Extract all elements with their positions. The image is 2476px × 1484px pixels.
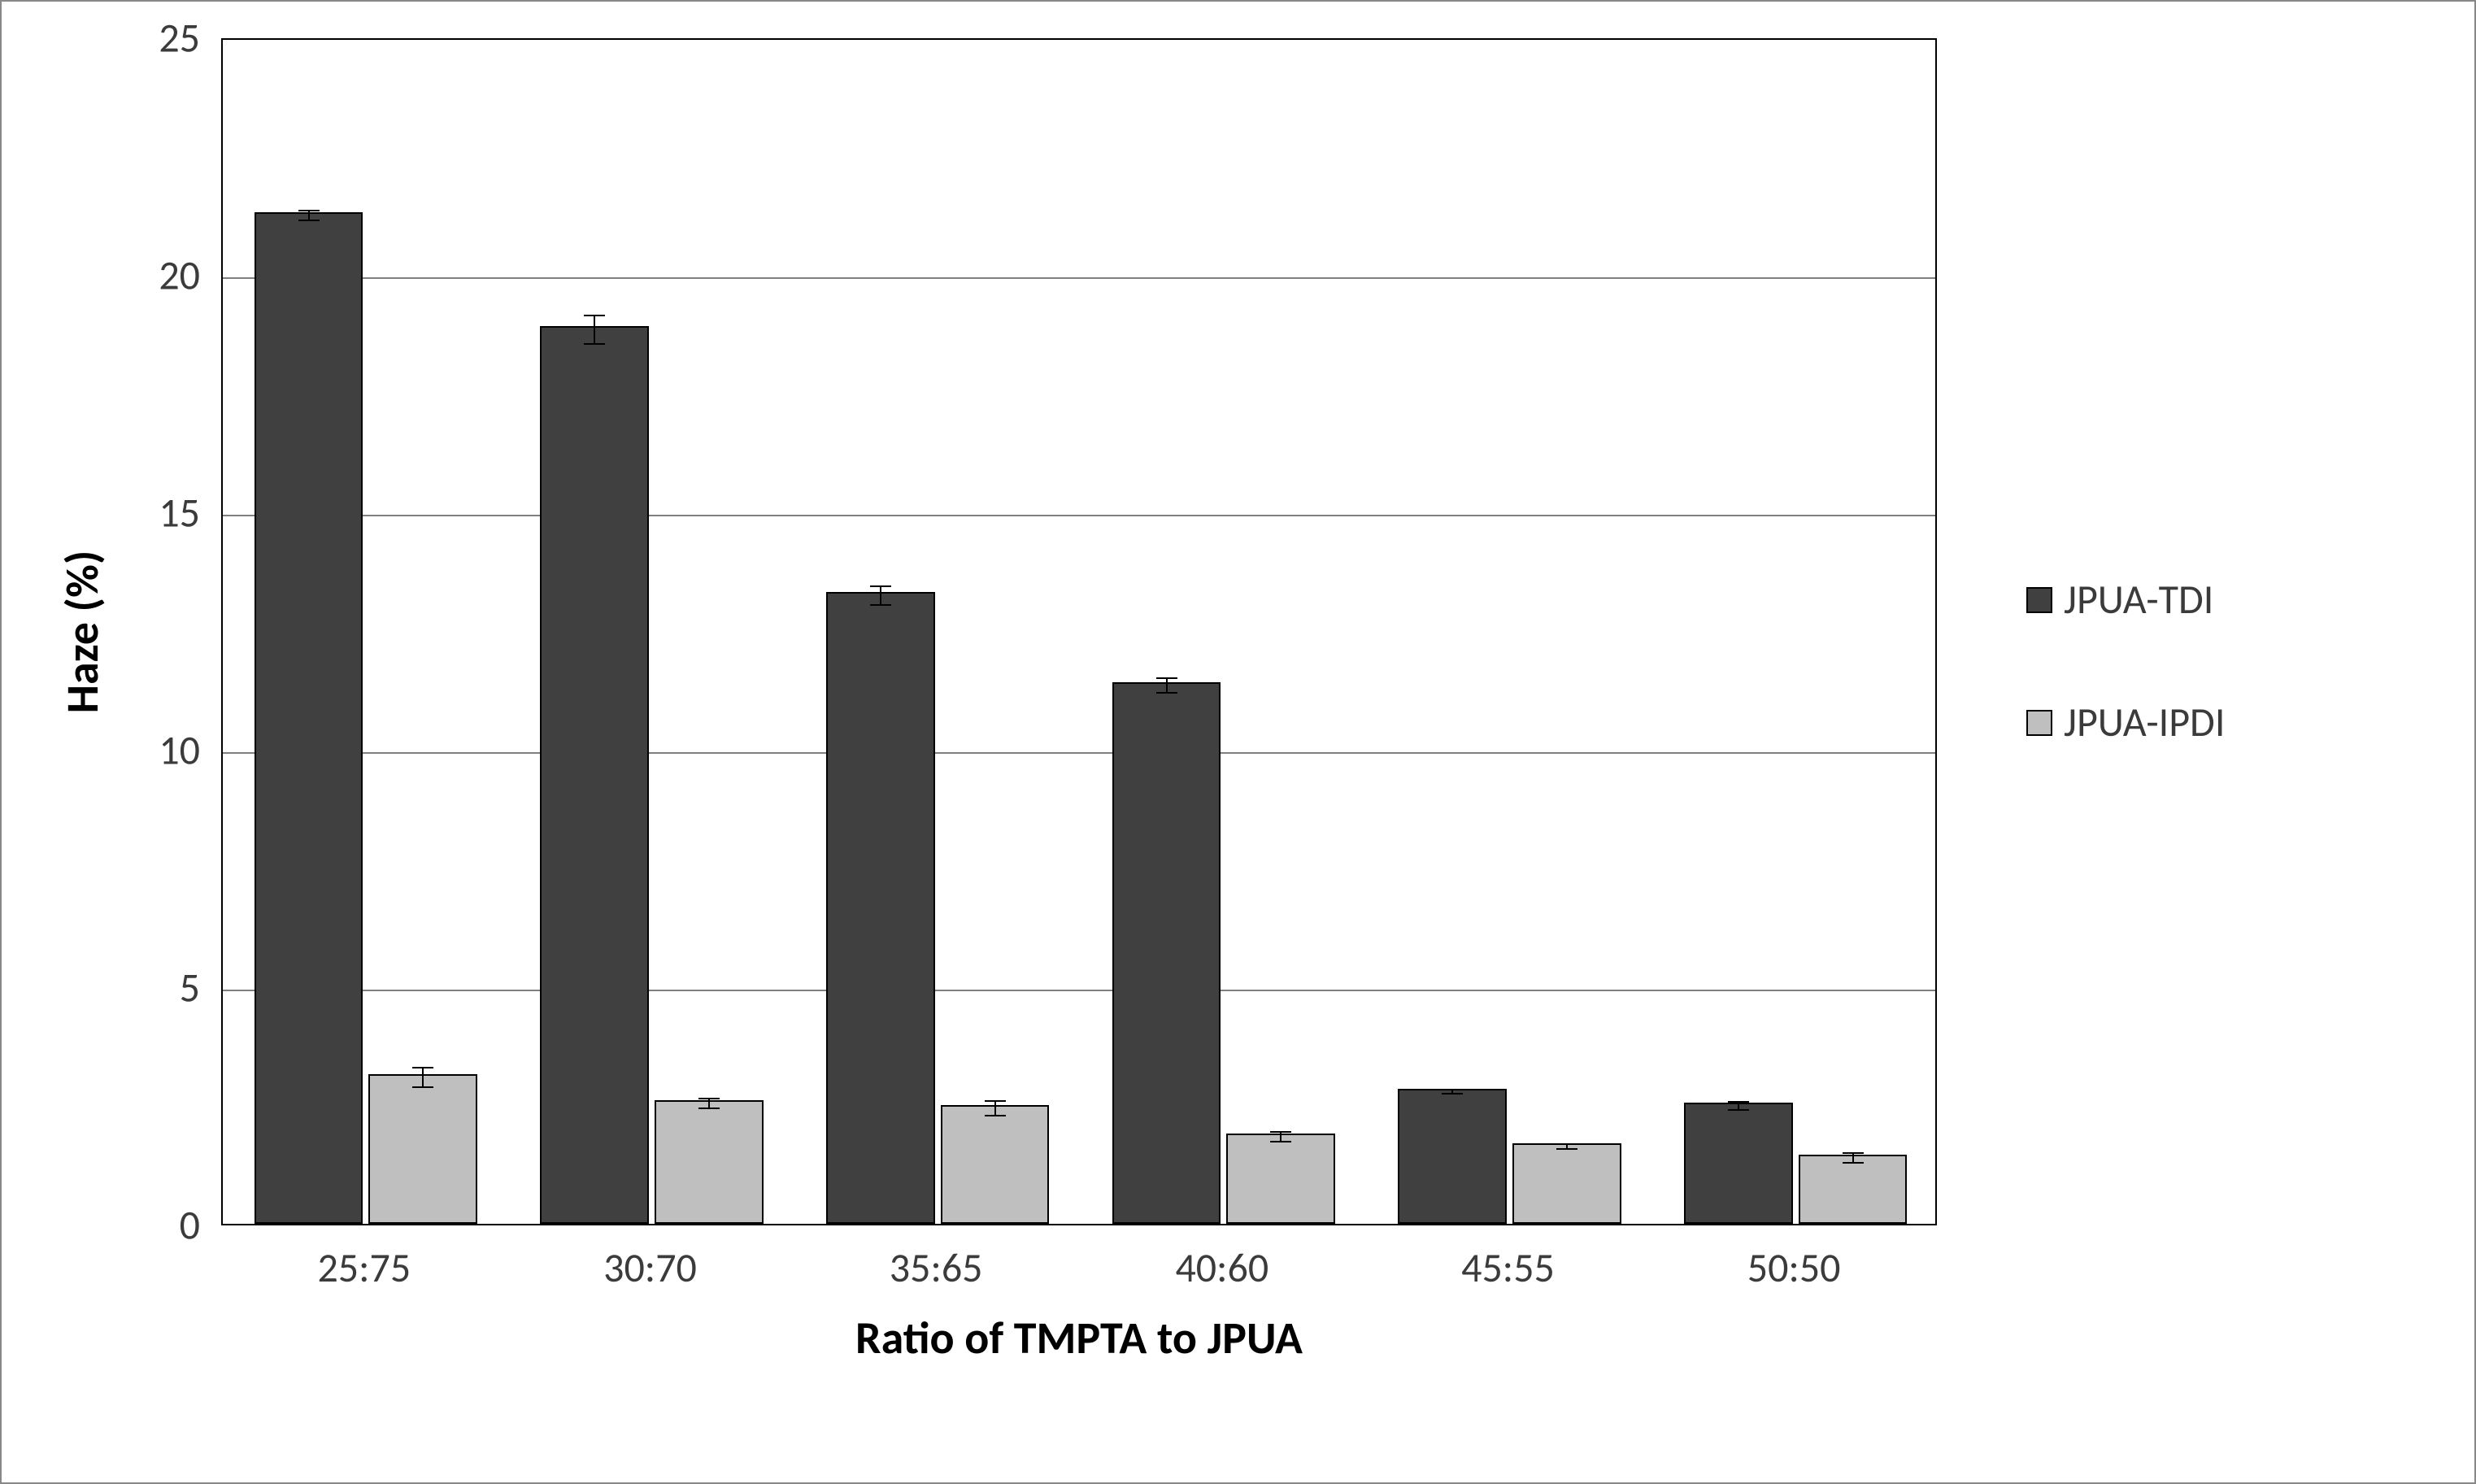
- y-tick-label: 5: [180, 964, 200, 1013]
- error-bar: [880, 586, 881, 605]
- error-bar-cap: [1270, 1131, 1291, 1133]
- error-bar-cap: [1270, 1141, 1291, 1142]
- bar: [941, 1105, 1050, 1224]
- gridline: [223, 752, 1935, 754]
- bar: [826, 592, 935, 1224]
- error-bar-cap: [412, 1086, 433, 1088]
- legend-swatch: [2026, 587, 2052, 613]
- bar: [1684, 1103, 1793, 1224]
- y-tick-label: 15: [159, 489, 200, 538]
- error-bar-cap: [1556, 1143, 1577, 1145]
- error-bar-cap: [870, 604, 891, 606]
- y-axis-title: Haze (%): [55, 551, 111, 714]
- error-bar-cap: [1442, 1089, 1463, 1090]
- gridline: [223, 277, 1935, 279]
- error-bar-cap: [870, 585, 891, 587]
- error-bar: [594, 316, 595, 344]
- error-bar-cap: [1156, 677, 1177, 679]
- error-bar-cap: [1556, 1148, 1577, 1150]
- plot-area: [221, 38, 1937, 1225]
- bar: [540, 326, 649, 1224]
- error-bar-cap: [298, 220, 320, 221]
- error-bar-cap: [1156, 692, 1177, 694]
- legend-label: JPUA-TDI: [2064, 575, 2213, 624]
- error-bar: [422, 1068, 424, 1086]
- bar: [1799, 1155, 1908, 1224]
- bar: [1112, 682, 1221, 1224]
- error-bar-cap: [1728, 1109, 1749, 1111]
- x-axis-title: Ratio of TMPTA to JPUA: [855, 1311, 1303, 1366]
- error-bar-cap: [698, 1108, 720, 1109]
- x-tick-label: 40:60: [1175, 1243, 1268, 1293]
- error-bar-cap: [584, 343, 605, 345]
- legend-item: JPUA-IPDI: [2026, 698, 2225, 747]
- chart-outer-frame: Haze (%) Ratio of TMPTA to JPUA JPUA-TDI…: [0, 0, 2476, 1484]
- x-tick-label: 45:55: [1461, 1243, 1555, 1293]
- bar: [1398, 1089, 1507, 1224]
- error-bar-cap: [698, 1098, 720, 1099]
- y-tick-label: 0: [180, 1201, 200, 1251]
- error-bar: [1166, 678, 1168, 693]
- x-tick-label: 35:65: [890, 1243, 983, 1293]
- error-bar-cap: [298, 210, 320, 211]
- bar: [368, 1074, 477, 1224]
- x-tick-label: 50:50: [1747, 1243, 1841, 1293]
- x-tick-label: 25:75: [317, 1243, 411, 1293]
- error-bar: [994, 1101, 996, 1116]
- error-bar-cap: [985, 1100, 1006, 1102]
- error-bar-cap: [985, 1115, 1006, 1116]
- error-bar-cap: [1728, 1101, 1749, 1103]
- x-tick-label: 30:70: [603, 1243, 697, 1293]
- bar: [255, 212, 363, 1224]
- legend: JPUA-TDI JPUA-IPDI: [2026, 575, 2225, 747]
- error-bar-cap: [412, 1067, 433, 1068]
- error-bar-cap: [584, 315, 605, 316]
- gridline: [223, 515, 1935, 516]
- error-bar-cap: [1843, 1162, 1864, 1164]
- bar: [1226, 1134, 1335, 1224]
- legend-swatch: [2026, 710, 2052, 736]
- y-tick-label: 20: [159, 251, 200, 301]
- error-bar-cap: [1843, 1152, 1864, 1154]
- error-bar-cap: [1442, 1093, 1463, 1095]
- bar: [1512, 1143, 1621, 1224]
- y-tick-label: 10: [159, 726, 200, 776]
- gridline: [223, 990, 1935, 991]
- legend-item: JPUA-TDI: [2026, 575, 2225, 624]
- y-tick-label: 25: [159, 14, 200, 63]
- bar: [655, 1100, 764, 1224]
- legend-label: JPUA-IPDI: [2064, 698, 2225, 747]
